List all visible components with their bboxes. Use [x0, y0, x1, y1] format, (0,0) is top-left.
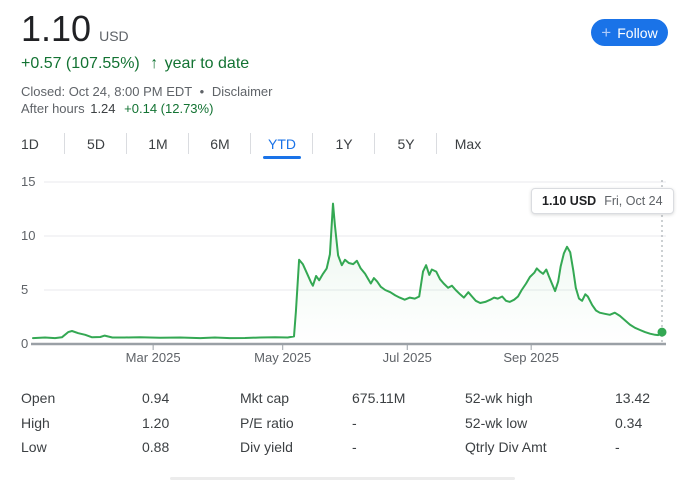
follow-button[interactable]: + Follow: [591, 19, 668, 46]
after-hours-price: 1.24: [90, 101, 116, 116]
stat-label: Qtrly Div Amt: [465, 439, 547, 455]
stat-label: Low: [21, 439, 47, 455]
stat-label: 52-wk low: [465, 414, 528, 431]
tooltip-date: Fri, Oct 24: [604, 194, 663, 208]
disclaimer-link[interactable]: Disclaimer: [211, 84, 273, 99]
change-value: +0.57 (107.55%): [21, 55, 140, 72]
stats-column: 52-wk high 13.42 52-wk low 0.34 Qtrly Div Am…: [465, 391, 680, 465]
x-tick-label: Jul 2025: [383, 350, 432, 365]
tab-max[interactable]: Max: [454, 136, 482, 152]
price-change-row: +0.57 (107.55%) ↑ year to date: [21, 55, 249, 73]
price-block: 1.10 USD: [21, 8, 129, 50]
stat-row: High 1.20: [21, 414, 231, 441]
tab-6m[interactable]: 6M: [189, 130, 251, 158]
after-hours-label: After hours: [21, 101, 85, 116]
stat-row: 52-wk high 13.42: [465, 391, 680, 416]
price-area-fill: [33, 203, 662, 344]
y-tick-label: 5: [21, 282, 28, 297]
stat-value: 675.11M: [352, 390, 406, 406]
stat-label: Open: [21, 390, 56, 406]
y-tick-label: 15: [21, 174, 35, 189]
stat-row: Low 0.88: [21, 440, 231, 465]
price-line: [32, 202, 663, 340]
stock-price: 1.10: [21, 8, 92, 49]
after-hours-change: +0.14 (12.73%): [124, 101, 214, 116]
tab-5d[interactable]: 5D: [65, 130, 127, 158]
tab-5y[interactable]: 5Y: [375, 130, 437, 158]
x-tick-label: May 2025: [254, 350, 311, 365]
stat-value: 0.88: [142, 439, 170, 455]
change-period-label: year to date: [164, 55, 250, 72]
stat-label: 52-wk high: [465, 390, 533, 406]
after-hours-row: After hours 1.24 +0.14 (12.73%): [21, 101, 213, 116]
y-tick-label: 0: [21, 336, 28, 351]
tooltip-price: 1.10 USD: [542, 194, 597, 208]
stat-value: 0.94: [142, 390, 170, 406]
stat-label: Div yield: [240, 439, 293, 455]
section-divider: [170, 477, 515, 480]
key-stats-table: Open 0.94 High 1.20 Low 0.88 Mkt cap 675.11M P/E…: [0, 391, 689, 466]
arrow-up-icon: ↑: [150, 55, 159, 72]
separator-dot: •: [199, 84, 205, 99]
active-tab-underline: [263, 156, 301, 159]
tab-ytd[interactable]: YTD: [251, 130, 313, 159]
stat-value: -: [352, 414, 357, 431]
tab-1y[interactable]: 1Y: [313, 130, 375, 158]
stat-value: 1.20: [142, 414, 170, 431]
last-price-dot: [657, 327, 667, 337]
market-closed-text: Closed: Oct 24, 8:00 PM EDT: [21, 84, 192, 99]
tab-1m[interactable]: 1M: [127, 130, 189, 158]
stat-label: Mkt cap: [240, 390, 290, 406]
follow-button-label: Follow: [617, 24, 658, 41]
stat-value: 0.34: [615, 414, 643, 431]
time-range-tabs: 1D 5D 1M 6M YTD 1Y 5Y Max: [21, 130, 499, 159]
market-status-row: Closed: Oct 24, 8:00 PM EDT • Disclaimer: [21, 84, 272, 99]
stat-value: -: [352, 439, 357, 455]
stat-row: 52-wk low 0.34: [465, 414, 680, 441]
plus-icon: +: [601, 22, 612, 42]
stat-row: Div yield -: [240, 440, 455, 465]
stat-value: 13.42: [615, 390, 651, 406]
x-tick-label: Mar 2025: [126, 350, 181, 365]
stat-row: Mkt cap 675.11M: [240, 391, 455, 416]
currency-label: USD: [99, 28, 129, 44]
stats-column: Mkt cap 675.11M P/E ratio - Div yield -: [240, 391, 455, 465]
stat-row: Open 0.94: [21, 391, 231, 416]
stat-label: High: [21, 414, 50, 431]
stat-row: P/E ratio -: [240, 414, 455, 441]
stats-column: Open 0.94 High 1.20 Low 0.88: [21, 391, 231, 465]
stat-value: -: [615, 439, 620, 455]
price-chart[interactable]: 0 5 10 15 Mar 2025 May 2025 Jul 2025 Sep 2025: [0, 170, 689, 370]
chart-tooltip: 1.10 USD Fri, Oct 24: [531, 188, 674, 214]
tab-1d[interactable]: 1D: [21, 130, 65, 158]
y-tick-label: 10: [21, 228, 35, 243]
x-tick-label: Sep 2025: [503, 350, 559, 365]
stat-row: Qtrly Div Amt -: [465, 440, 680, 465]
stat-label: P/E ratio: [240, 414, 294, 431]
